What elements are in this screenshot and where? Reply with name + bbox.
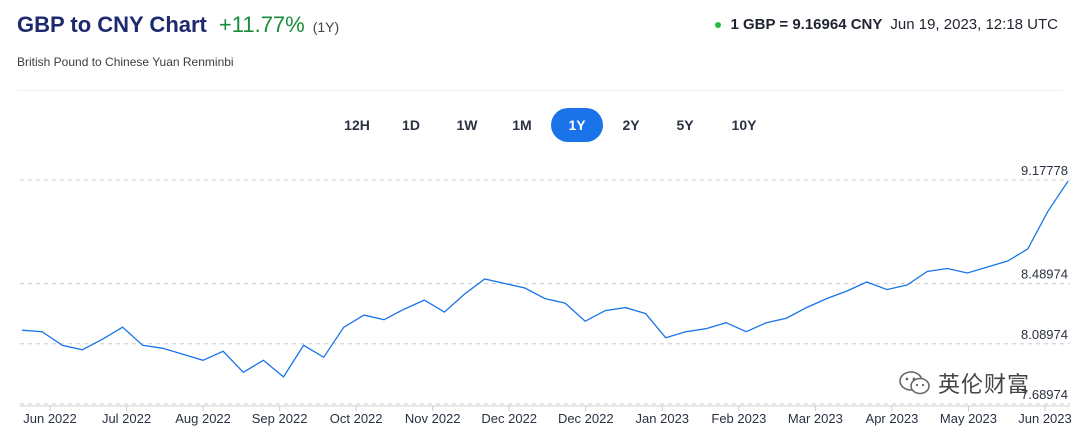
x-tick-label: Jan 2023 (636, 411, 690, 426)
x-tick-label: Jun 2023 (1018, 411, 1072, 426)
chart-grid (20, 179, 1070, 405)
live-status-dot-icon (715, 21, 722, 28)
range-button-12h[interactable]: 12H (344, 117, 370, 133)
header-divider (17, 90, 1063, 91)
range-button-10y[interactable]: 10Y (731, 117, 757, 133)
page-subtitle: British Pound to Chinese Yuan Renminbi (17, 55, 234, 69)
x-tick-label: Dec 2022 (558, 411, 614, 426)
x-tick-label: Jul 2022 (102, 411, 151, 426)
x-tick-label: Nov 2022 (405, 411, 461, 426)
range-button-1y[interactable]: 1Y (551, 108, 603, 142)
range-button-1m[interactable]: 1M (512, 117, 532, 133)
x-axis: Jun 2022 Jul 2022 Aug 2022 Sep 2022 Oct 2022… (23, 406, 1072, 426)
x-tick-label: Oct 2022 (330, 411, 383, 426)
x-tick-label: Jun 2022 (23, 411, 77, 426)
y-tick-label: 9.17778 (1021, 163, 1068, 178)
range-button-5y[interactable]: 5Y (676, 117, 694, 133)
watermark-text: 英伦财富 (938, 372, 1031, 397)
x-tick-label: Aug 2022 (175, 411, 231, 426)
range-button-1d[interactable]: 1D (402, 117, 420, 133)
range-button-1w[interactable]: 1W (456, 117, 478, 133)
page-title: GBP to CNY Chart (17, 12, 207, 37)
watermark: 英伦财富 (898, 367, 1030, 399)
wechat-icon (899, 371, 930, 395)
live-rate: 1 GBP = 9.16964 CNY Jun 19, 2023, 12:18 … (715, 16, 1058, 33)
change-percent: +11.77% (218, 12, 305, 37)
x-tick-label: Mar 2023 (788, 411, 843, 426)
x-tick-label: Feb 2023 (711, 411, 766, 426)
time-range-selector: 12H 1D 1W 1M 1Y 2Y 5Y 10Y (333, 108, 777, 142)
y-tick-label: 8.48974 (1021, 267, 1068, 282)
x-tick-label: May 2023 (940, 411, 997, 426)
rate-timestamp: Jun 19, 2023, 12:18 UTC (890, 16, 1058, 33)
title-row: GBP to CNY Chart +11.77% (1Y) (17, 12, 339, 38)
y-axis: 9.17778 8.48974 8.08974 7.68974 (1021, 163, 1068, 402)
price-series-line (21, 180, 1069, 378)
range-button-2y[interactable]: 2Y (622, 117, 640, 133)
change-period: (1Y) (312, 19, 340, 35)
x-tick-label: Dec 2022 (481, 411, 537, 426)
y-tick-label: 7.68974 (1021, 387, 1068, 402)
x-tick-label: Apr 2023 (866, 411, 919, 426)
y-tick-label: 8.08974 (1021, 327, 1068, 342)
rate-value: 1 GBP = 9.16964 CNY (730, 16, 883, 33)
price-chart: 9.17778 8.48974 8.08974 7.68974 Jun 2022 Jul… (20, 163, 1072, 426)
x-tick-label: Sep 2022 (252, 411, 308, 426)
